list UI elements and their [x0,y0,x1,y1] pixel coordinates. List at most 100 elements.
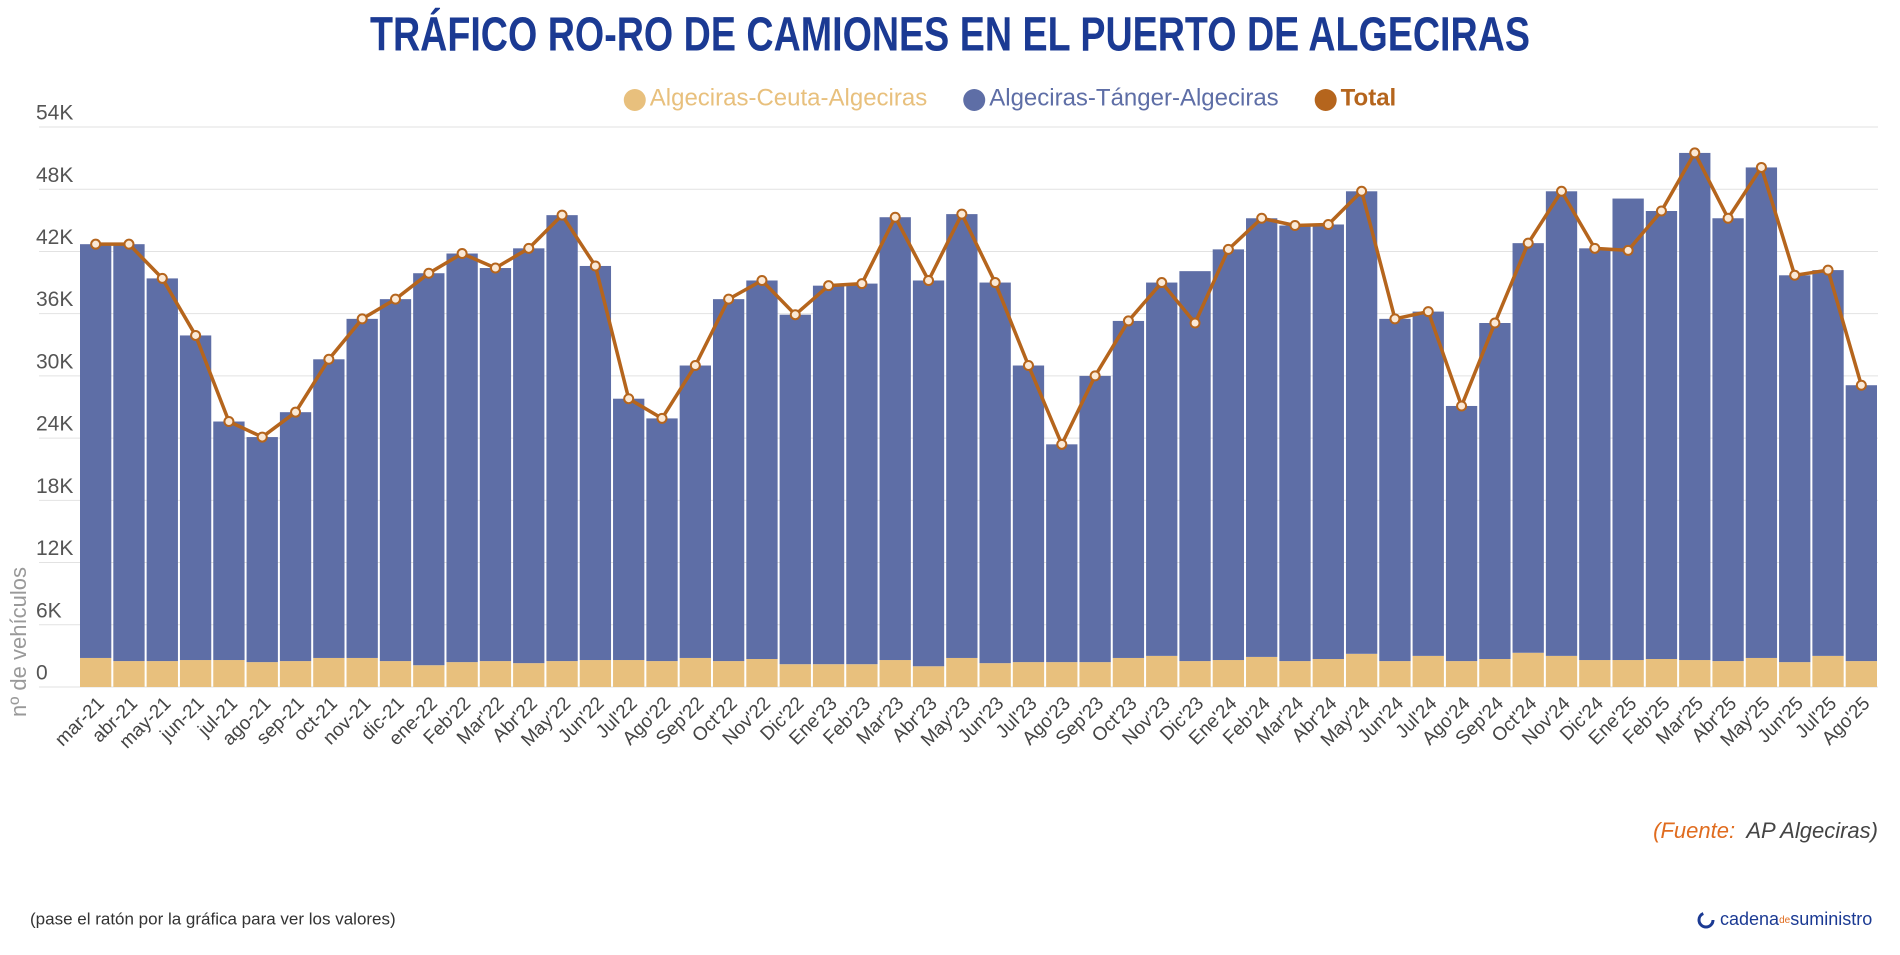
total-point [1422,306,1434,318]
total-point [1456,400,1468,412]
bar-segment [579,660,612,687]
bar-segment [1112,320,1145,658]
bar-segment [379,299,412,662]
bar-segment [446,253,478,663]
bar-segment [1046,662,1078,687]
total-point [789,309,801,321]
bar-segment [946,214,978,658]
bar-segment [146,278,178,662]
y-tick-label: 36K [36,288,73,311]
bar-segment [1046,444,1078,663]
bar-segment [1012,365,1045,663]
bar-segment [479,268,512,662]
total-point [589,260,601,272]
total-point [356,313,368,325]
logo-part: de [1779,915,1791,926]
bar-segment [279,412,312,662]
bar-segment [979,663,1011,687]
bar-segment [1645,211,1678,659]
bar-segment [1479,323,1511,659]
y-tick-label: 12K [36,537,73,560]
bar-segment [1312,659,1344,687]
bar-segment [1512,652,1544,687]
bar-segment [1779,275,1811,663]
bar-segment [1079,662,1111,687]
total-point [689,360,701,372]
bar-segment [246,437,278,663]
total-point [656,412,668,424]
total-point [1122,315,1134,327]
total-point [623,393,635,405]
bar-segment [1712,218,1744,662]
total-point [1722,212,1734,224]
bar-segment [613,398,645,661]
logo: cadenadesuministro [1697,909,1872,929]
bar-segment [446,662,478,687]
total-point [1156,277,1168,289]
bar-segment [479,661,512,687]
legend-label: Algeciras-Tánger-Algeciras [989,84,1278,111]
bar-segment [1246,218,1278,657]
bar-segment [646,418,678,662]
total-point [956,208,968,220]
bar-segment [846,283,878,665]
bar-segment [846,664,878,687]
total-point [1489,317,1501,329]
bar-segment [1279,661,1311,687]
bar-segment [313,359,345,658]
total-point [1655,205,1667,217]
total-point [123,238,135,250]
bar-segment [1312,224,1344,659]
bar-segment [1379,318,1411,662]
total-point [556,209,568,221]
y-tick-label: 18K [36,475,73,498]
bar-segment [812,285,845,665]
bar-segment [1079,375,1111,663]
bar-segment [379,661,412,687]
bar-segment [1845,385,1877,662]
bar-segment [1179,661,1211,687]
y-axis-label: nº de vehículos [6,567,31,717]
bar-segment [346,318,378,658]
bar-segment [1146,282,1178,656]
total-point [1189,317,1201,329]
bar-segment [146,661,178,687]
bar-segment [712,299,745,662]
bar-segment [679,365,711,658]
bar-segment [313,657,345,687]
bar-segment [1246,656,1278,687]
total-point [1289,220,1301,232]
total-point [1322,218,1334,230]
bar-segment [1179,271,1211,662]
bar-segment [80,657,112,687]
bar-segment [746,280,778,659]
bar-segment [179,335,212,661]
bar-segment [513,663,545,687]
bar-segment [1545,191,1578,656]
y-tick-label: 24K [36,413,73,436]
bar-segment [1379,661,1411,687]
legend-label: Algeciras-Ceuta-Algeciras [650,84,927,111]
bar-segment [1212,660,1245,687]
bar-segment [1579,248,1611,661]
bar-segment [113,244,145,662]
total-point [489,262,501,274]
bar-segment [413,665,445,687]
total-point [1256,212,1268,224]
total-point [290,406,302,418]
bar-segment [1345,191,1378,654]
total-point [889,211,901,223]
total-point [423,267,435,279]
total-point [156,272,168,284]
bar-segment [1445,661,1478,687]
bar-segment [1279,225,1311,662]
bar-segment [1479,659,1511,687]
logo-text: cadenadesuministro [1720,909,1872,929]
bar-segment [546,661,578,687]
legend-label: Total [1341,84,1397,111]
source-label: (Fuente: [1653,818,1735,843]
total-point [190,329,202,341]
bar-segment [1679,152,1711,661]
bar-segment [1112,657,1145,687]
bar-segment [1645,659,1678,687]
